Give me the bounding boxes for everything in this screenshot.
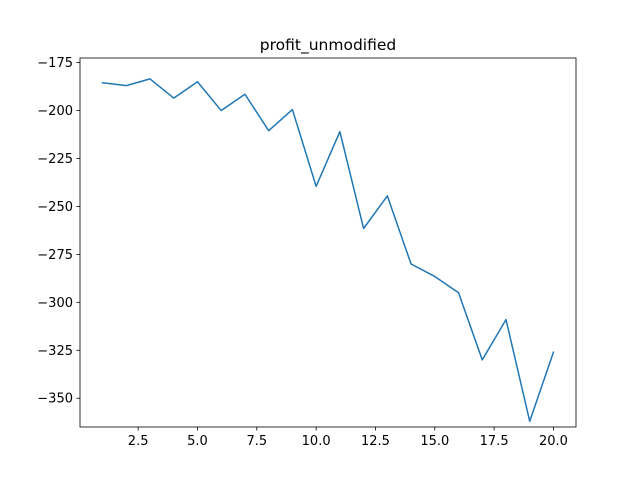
y-tick-label: −200 — [37, 104, 73, 119]
x-tick-label: 20.0 — [539, 434, 568, 449]
y-tick-label: −350 — [37, 392, 73, 407]
x-tick-label: 10.0 — [302, 434, 331, 449]
chart-title: profit_unmodified — [260, 36, 396, 55]
x-tick-label: 5.0 — [187, 434, 208, 449]
x-tick-label: 7.5 — [246, 434, 267, 449]
x-tick-label: 12.5 — [361, 434, 390, 449]
x-tick-label: 2.5 — [128, 434, 149, 449]
y-tick-label: −300 — [37, 296, 73, 311]
y-tick-label: −250 — [37, 200, 73, 215]
x-tick-label: 15.0 — [420, 434, 449, 449]
y-tick-label: −325 — [37, 344, 73, 359]
y-tick-label: −225 — [37, 152, 73, 167]
y-tick-label: −175 — [37, 56, 73, 71]
y-tick-label: −275 — [37, 248, 73, 263]
x-tick-label: 17.5 — [480, 434, 509, 449]
